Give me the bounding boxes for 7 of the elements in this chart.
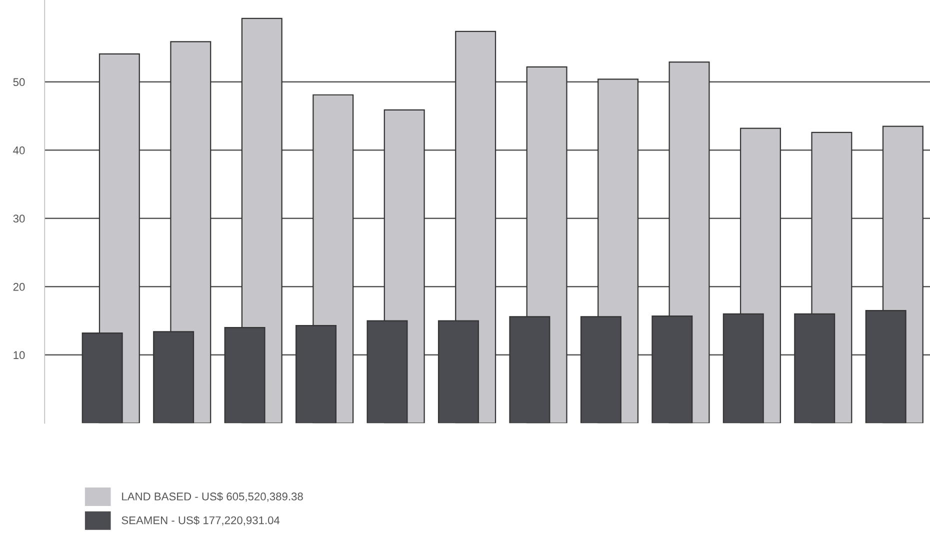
y-tick-label: 30 [13, 214, 25, 223]
legend-label: LAND BASED - US$ 605,520,389.38 [122, 492, 303, 502]
y-tick-label: 20 [13, 282, 25, 291]
legend-label: SEAMEN - US$ 177,220,931.04 [122, 516, 280, 526]
y-tick-label: 10 [14, 351, 25, 360]
y-tick-label: 40 [13, 146, 25, 154]
y-tick-label: 50 [13, 78, 25, 86]
